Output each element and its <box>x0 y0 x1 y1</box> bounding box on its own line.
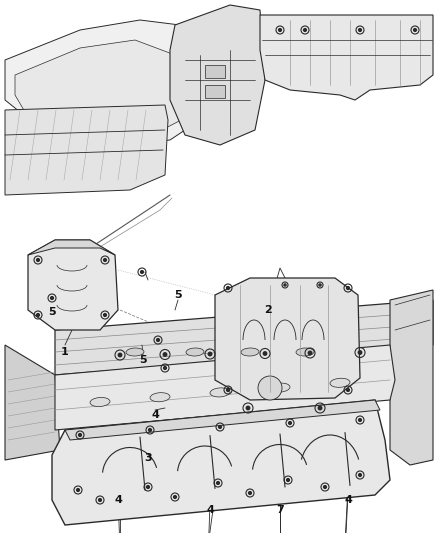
Circle shape <box>246 406 250 410</box>
Circle shape <box>249 491 251 495</box>
Circle shape <box>157 338 159 342</box>
Circle shape <box>51 296 53 300</box>
Circle shape <box>359 418 361 422</box>
Ellipse shape <box>186 348 204 356</box>
Circle shape <box>289 422 291 424</box>
Polygon shape <box>65 400 380 440</box>
Polygon shape <box>52 400 390 525</box>
Ellipse shape <box>90 398 110 407</box>
Ellipse shape <box>333 64 347 71</box>
Ellipse shape <box>330 378 350 387</box>
Polygon shape <box>215 278 360 400</box>
Circle shape <box>37 259 39 261</box>
Ellipse shape <box>210 388 230 397</box>
Polygon shape <box>55 300 433 375</box>
Ellipse shape <box>69 85 91 95</box>
Ellipse shape <box>150 393 170 402</box>
Circle shape <box>308 351 312 355</box>
Circle shape <box>286 479 290 481</box>
Polygon shape <box>5 20 200 145</box>
Polygon shape <box>28 240 118 330</box>
Polygon shape <box>390 290 433 465</box>
Circle shape <box>104 259 106 261</box>
Ellipse shape <box>241 348 259 356</box>
Circle shape <box>217 482 219 484</box>
Circle shape <box>104 313 106 317</box>
Polygon shape <box>170 5 265 145</box>
Circle shape <box>226 389 230 391</box>
Polygon shape <box>5 345 60 460</box>
Circle shape <box>164 367 166 369</box>
Ellipse shape <box>129 167 141 173</box>
Polygon shape <box>5 105 168 195</box>
Ellipse shape <box>34 167 46 173</box>
Text: 4: 4 <box>114 495 122 505</box>
Polygon shape <box>205 85 225 98</box>
Text: 7: 7 <box>276 505 284 515</box>
Circle shape <box>258 376 282 400</box>
Circle shape <box>304 29 307 31</box>
Circle shape <box>226 287 230 289</box>
Ellipse shape <box>288 64 302 71</box>
Circle shape <box>141 271 143 273</box>
Circle shape <box>413 29 417 31</box>
Text: 1: 1 <box>61 347 69 357</box>
Text: 5: 5 <box>174 290 182 300</box>
Text: 5: 5 <box>139 355 147 365</box>
Text: 5: 5 <box>48 307 56 317</box>
Circle shape <box>208 352 212 356</box>
Ellipse shape <box>270 383 290 392</box>
Ellipse shape <box>126 348 144 356</box>
Circle shape <box>284 284 286 286</box>
Circle shape <box>359 474 361 477</box>
Circle shape <box>37 313 39 317</box>
Circle shape <box>99 498 102 502</box>
Circle shape <box>118 353 122 357</box>
Circle shape <box>163 353 167 356</box>
Polygon shape <box>55 345 395 430</box>
Circle shape <box>279 29 281 31</box>
Circle shape <box>346 389 350 391</box>
Circle shape <box>346 287 350 289</box>
Text: 3: 3 <box>144 453 152 463</box>
Circle shape <box>219 425 221 429</box>
Circle shape <box>263 352 267 356</box>
Circle shape <box>77 489 79 491</box>
Ellipse shape <box>383 64 397 71</box>
Circle shape <box>359 29 361 31</box>
Text: 2: 2 <box>264 305 272 315</box>
Circle shape <box>324 486 326 488</box>
Text: 4: 4 <box>344 495 352 505</box>
Polygon shape <box>15 40 188 138</box>
Polygon shape <box>28 240 115 255</box>
Circle shape <box>358 351 362 354</box>
Text: 4: 4 <box>151 410 159 420</box>
Circle shape <box>78 434 81 437</box>
Text: 4: 4 <box>206 505 214 515</box>
Circle shape <box>147 486 149 488</box>
Ellipse shape <box>84 167 96 173</box>
Circle shape <box>148 429 152 431</box>
Polygon shape <box>260 15 433 100</box>
Polygon shape <box>205 65 225 78</box>
Circle shape <box>318 406 322 410</box>
Circle shape <box>319 284 321 286</box>
Circle shape <box>173 496 177 498</box>
Ellipse shape <box>296 348 314 356</box>
